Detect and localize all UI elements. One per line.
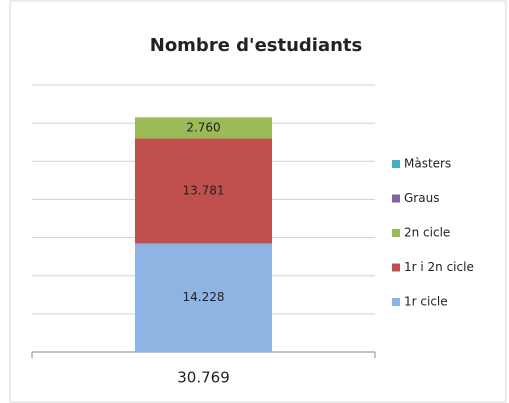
bar-segment [135,117,272,139]
bar-segment [135,138,272,244]
legend-label: 1r cicle [404,295,448,309]
chart-title: Nombre d'estudiants [150,35,363,56]
legend-swatch [392,229,400,237]
legend-swatch [392,263,400,272]
legend-label: 1r i 2n cicle [404,260,474,274]
bar-segment [135,243,272,352]
legend-swatch [392,160,400,168]
legend-label: Graus [404,191,439,205]
legend-swatch [392,194,400,203]
x-tick-label: 30.769 [177,369,230,387]
legend-label: Màsters [404,157,451,171]
data-label: 2.760 [186,120,220,134]
legend-label: 2n cicle [404,226,450,240]
data-label: 14.228 [183,290,225,304]
legend-swatch [392,298,400,306]
data-label: 13.781 [183,183,225,197]
